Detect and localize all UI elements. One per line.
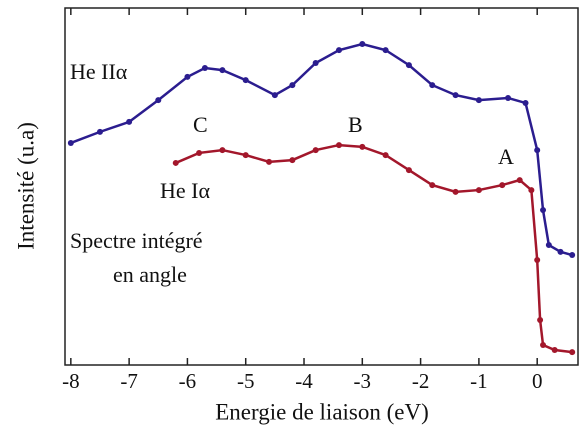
x-tick-label: -2 [412,369,430,393]
data-point [545,242,552,249]
data-point [96,128,103,135]
data-point [452,92,459,99]
data-point [534,147,541,154]
data-point [335,47,342,54]
data-point [569,349,576,356]
data-point [528,187,535,194]
data-point [359,41,366,48]
plot-frame [64,7,579,366]
series-line [175,143,573,354]
annotation: He Iα [160,178,210,203]
data-point [382,47,389,54]
data-point [534,257,541,264]
data-point [219,147,226,154]
data-point [516,177,523,184]
data-point [67,139,74,146]
annotation: He IIα [70,59,128,84]
data-point [172,159,179,166]
data-point [242,77,249,84]
data-point [242,152,249,159]
data-point [540,342,547,349]
x-axis-label: Energie de liaison (eV) [215,399,429,424]
data-point [505,94,512,101]
data-point [475,97,482,104]
data-point [312,147,319,154]
data-point [499,182,506,189]
x-tick-label: -3 [354,369,372,393]
y-axis-label: Intensité (u.a) [13,122,38,250]
x-tick-label: -7 [120,369,138,393]
x-tick-label: -8 [62,369,80,393]
data-point [126,118,133,125]
data-point [184,73,191,80]
data-point [452,188,459,195]
data-point [312,59,319,66]
annotation: en angle [113,262,187,287]
data-point [551,347,558,354]
data-point [475,187,482,194]
data-point [359,143,366,150]
annotation: Spectre intégré [70,228,203,253]
data-point [429,82,436,89]
annotation: C [193,112,208,137]
data-point [429,182,436,189]
x-tick-label: -6 [179,369,197,393]
data-point [219,67,226,74]
data-point [405,62,412,69]
data-point [266,158,273,165]
annotation: B [348,112,363,137]
x-tick-label: 0 [532,369,543,393]
data-point [382,152,389,159]
data-point [289,82,296,89]
data-point [569,252,576,259]
data-point [201,64,208,71]
data-point [271,92,278,99]
x-tick-label: -1 [470,369,488,393]
data-point [540,207,547,214]
x-tick-label: -5 [237,369,255,393]
data-point [405,167,412,174]
data-point [522,99,529,106]
data-point [557,248,564,255]
data-point [155,97,162,104]
data-point [196,149,203,156]
x-tick-label: -4 [295,369,313,393]
annotation: A [498,144,514,169]
data-point [537,317,544,324]
data-point [335,142,342,149]
data-point [289,157,296,164]
